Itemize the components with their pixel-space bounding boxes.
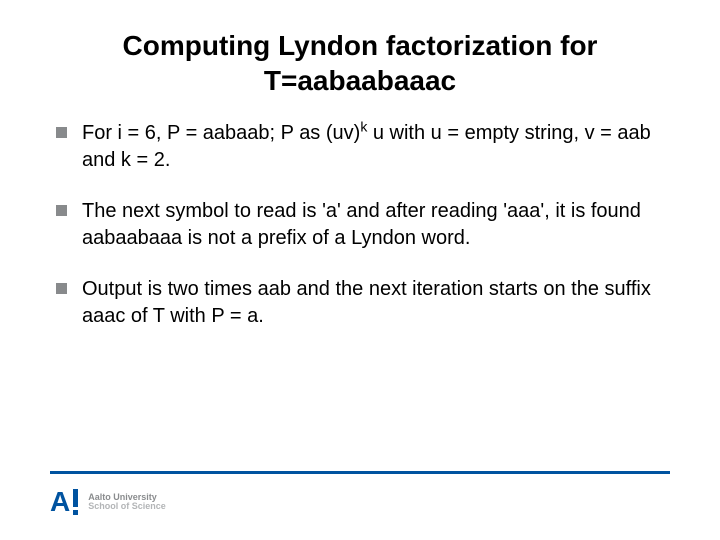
bullet-item: Output is two times aab and the next ite… <box>56 276 670 330</box>
logo-line2: School of Science <box>88 502 166 511</box>
logo-exclaim-icon <box>72 489 78 515</box>
footer-rule <box>50 471 670 474</box>
logo-text: Aalto University School of Science <box>88 493 166 512</box>
bullet-text: The next symbol to read is 'a' and after… <box>82 200 641 249</box>
bullet-text: Output is two times aab and the next ite… <box>82 278 651 327</box>
aalto-logo-icon: A <box>50 488 78 516</box>
slide: Computing Lyndon factorization for T=aab… <box>0 0 720 540</box>
bullet-item: The next symbol to read is 'a' and after… <box>56 198 670 252</box>
footer-logo: A Aalto University School of Science <box>50 488 670 516</box>
slide-title: Computing Lyndon factorization for T=aab… <box>50 28 670 98</box>
logo-letter: A <box>50 488 70 516</box>
bullet-item: For i = 6, P = aabaab; P as (uv)k u with… <box>56 120 670 174</box>
slide-footer: A Aalto University School of Science <box>50 471 670 516</box>
bullet-list: For i = 6, P = aabaab; P as (uv)k u with… <box>50 120 670 330</box>
bullet-text: For i = 6, P = aabaab; P as (uv)k u with… <box>82 122 651 171</box>
